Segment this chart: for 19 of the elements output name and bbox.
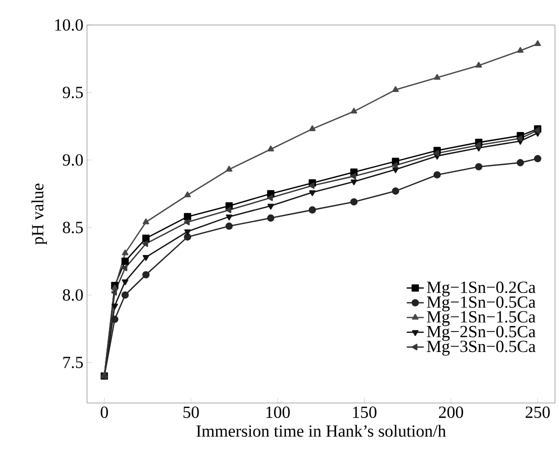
y-tick-label: 9.5 — [62, 86, 83, 98]
y-tick-label: 10.0 — [55, 19, 83, 31]
legend-label: Mg−1Sn−1.5Ca — [426, 311, 536, 326]
legend-label: Mg−1Sn−0.2Ca — [426, 282, 536, 297]
x-tick-label: 200 — [439, 406, 464, 418]
x-tick-label: 100 — [266, 406, 290, 418]
legend-label: Mg−2Sn−0.5Ca — [426, 326, 536, 341]
legend-label: Mg−3Sn−0.5Ca — [426, 340, 536, 356]
y-tick-label: 8.0 — [62, 289, 83, 301]
x-axis-title: Immersion time in Hank’s solution/h — [196, 424, 446, 437]
x-tick-label: 150 — [353, 406, 376, 418]
y-tick-label: 9.0 — [62, 154, 83, 166]
x-tick-label: 0 — [100, 406, 108, 418]
y-tick-label: 7.5 — [63, 356, 83, 368]
x-tick-label: 250 — [526, 406, 550, 418]
legend-label: Mg−1Sn−0.5Ca — [426, 296, 536, 312]
y-tick-label: 8.5 — [62, 222, 83, 234]
y-axis-title: pH value — [31, 184, 47, 245]
x-tick-label: 50 — [183, 406, 199, 418]
